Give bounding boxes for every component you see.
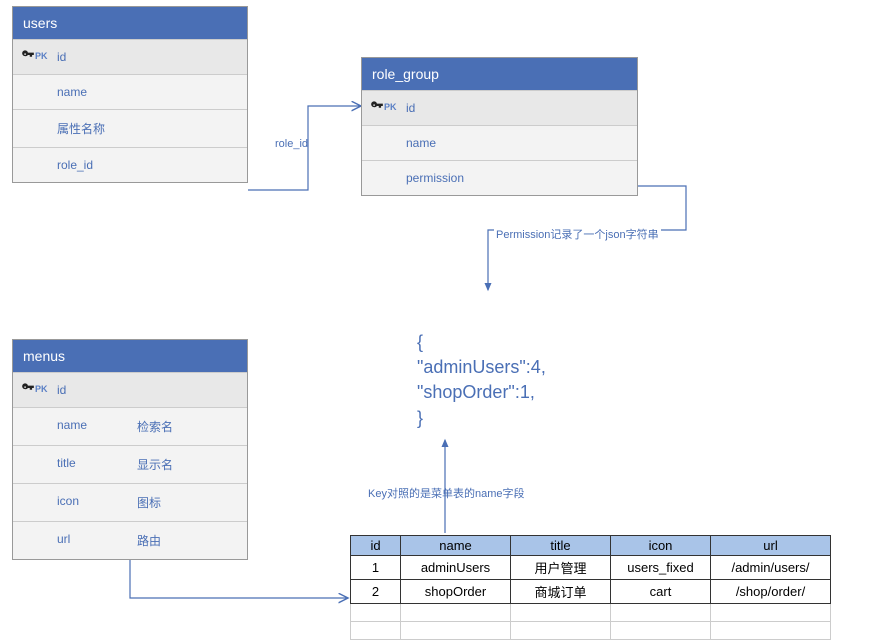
table-row-empty — [351, 604, 831, 622]
entity-users-row-id: PK id — [13, 39, 247, 74]
json-line-2: "adminUsers":4, — [417, 355, 546, 380]
th-url: url — [711, 536, 831, 556]
json-line-4: } — [417, 406, 546, 431]
entity-menus-header: menus — [13, 340, 247, 372]
entity-menus: menus PK id name检索名 title显示名 icon图标 url路… — [12, 339, 248, 560]
table-row-empty — [351, 622, 831, 640]
label-role-id: role_id — [275, 138, 308, 150]
entity-role-group-header: role_group — [362, 58, 637, 90]
pk-label: PK — [35, 384, 48, 394]
entity-users-row-attr: 属性名称 — [13, 109, 247, 147]
entity-users-header: users — [13, 7, 247, 39]
key-icon — [21, 48, 35, 62]
example-table: id name title icon url 1 adminUsers 用户管理… — [350, 535, 831, 640]
entity-users-row-name: name — [13, 74, 247, 109]
entity-menus-row-name: name检索名 — [13, 407, 247, 445]
json-example: { "adminUsers":4, "shopOrder":1, } — [417, 330, 546, 431]
label-key-note: Key对照的是菜单表的name字段 — [368, 485, 524, 501]
th-name: name — [401, 536, 511, 556]
entity-role-row-id: PK id — [362, 90, 637, 125]
json-line-3: "shopOrder":1, — [417, 380, 546, 405]
entity-menus-row-id: PK id — [13, 372, 247, 407]
table-row: 2 shopOrder 商城订单 cart /shop/order/ — [351, 580, 831, 604]
entity-users-row-roleid: role_id — [13, 147, 247, 182]
entity-menus-row-title: title显示名 — [13, 445, 247, 483]
json-line-1: { — [417, 330, 546, 355]
pk-label: PK — [35, 51, 48, 61]
entity-users: users PK id name 属性名称 role_id — [12, 6, 248, 183]
th-id: id — [351, 536, 401, 556]
entity-role-group: role_group PK id name permission — [361, 57, 638, 196]
entity-menus-row-icon: icon图标 — [13, 483, 247, 521]
edge-menus-table — [130, 556, 348, 598]
key-icon — [21, 381, 35, 395]
th-icon: icon — [611, 536, 711, 556]
table-header-row: id name title icon url — [351, 536, 831, 556]
label-permission-note: Permission记录了一个json字符串 — [494, 226, 661, 242]
entity-menus-row-url: url路由 — [13, 521, 247, 559]
key-icon — [370, 99, 384, 113]
entity-role-row-permission: permission — [362, 160, 637, 195]
th-title: title — [511, 536, 611, 556]
entity-role-row-name: name — [362, 125, 637, 160]
table-row: 1 adminUsers 用户管理 users_fixed /admin/use… — [351, 556, 831, 580]
pk-label: PK — [384, 102, 397, 112]
